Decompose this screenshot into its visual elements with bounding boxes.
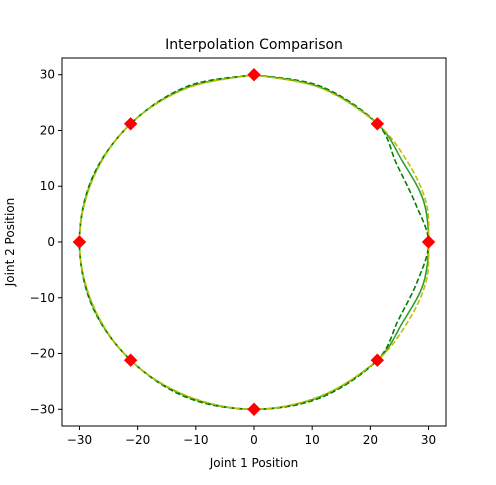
x-tick-label: 30 (421, 433, 436, 447)
x-tick-label: −10 (183, 433, 208, 447)
x-tick-label: 20 (363, 433, 378, 447)
y-tick-label: 0 (47, 235, 55, 249)
plot-area (62, 58, 446, 426)
y-axis-label: Joint 2 Position (3, 198, 17, 288)
waypoint-layer (72, 68, 436, 416)
waypoint-marker (123, 353, 138, 367)
y-tick-label: −10 (30, 291, 55, 305)
waypoint-marker (247, 402, 261, 416)
x-tick-label: 10 (305, 433, 320, 447)
series-line-2 (78, 73, 430, 411)
y-tick-label: 10 (40, 179, 55, 193)
y-tick-label: 30 (40, 68, 55, 82)
y-tick-label: −30 (30, 402, 55, 416)
waypoint-marker (123, 117, 138, 131)
waypoint-marker (72, 235, 87, 249)
x-tick-label: −20 (125, 433, 150, 447)
x-axis-label: Joint 1 Position (209, 456, 299, 470)
x-tick-label: −30 (67, 433, 92, 447)
x-tick-label: 0 (250, 433, 258, 447)
waypoint-marker (247, 68, 261, 82)
chart-title: Interpolation Comparison (165, 37, 343, 53)
y-tick-layer: −30 −20 −10 0 10 20 30 (30, 68, 62, 416)
waypoint-marker (370, 353, 385, 367)
y-tick-label: −20 (30, 347, 55, 361)
x-tick-layer: −30 −20 −10 0 10 20 30 (67, 426, 436, 447)
series-layer (78, 73, 430, 411)
series-line-3 (78, 73, 430, 411)
waypoint-marker (370, 117, 385, 131)
y-tick-label: 20 (40, 123, 55, 137)
waypoint-marker (421, 235, 436, 249)
